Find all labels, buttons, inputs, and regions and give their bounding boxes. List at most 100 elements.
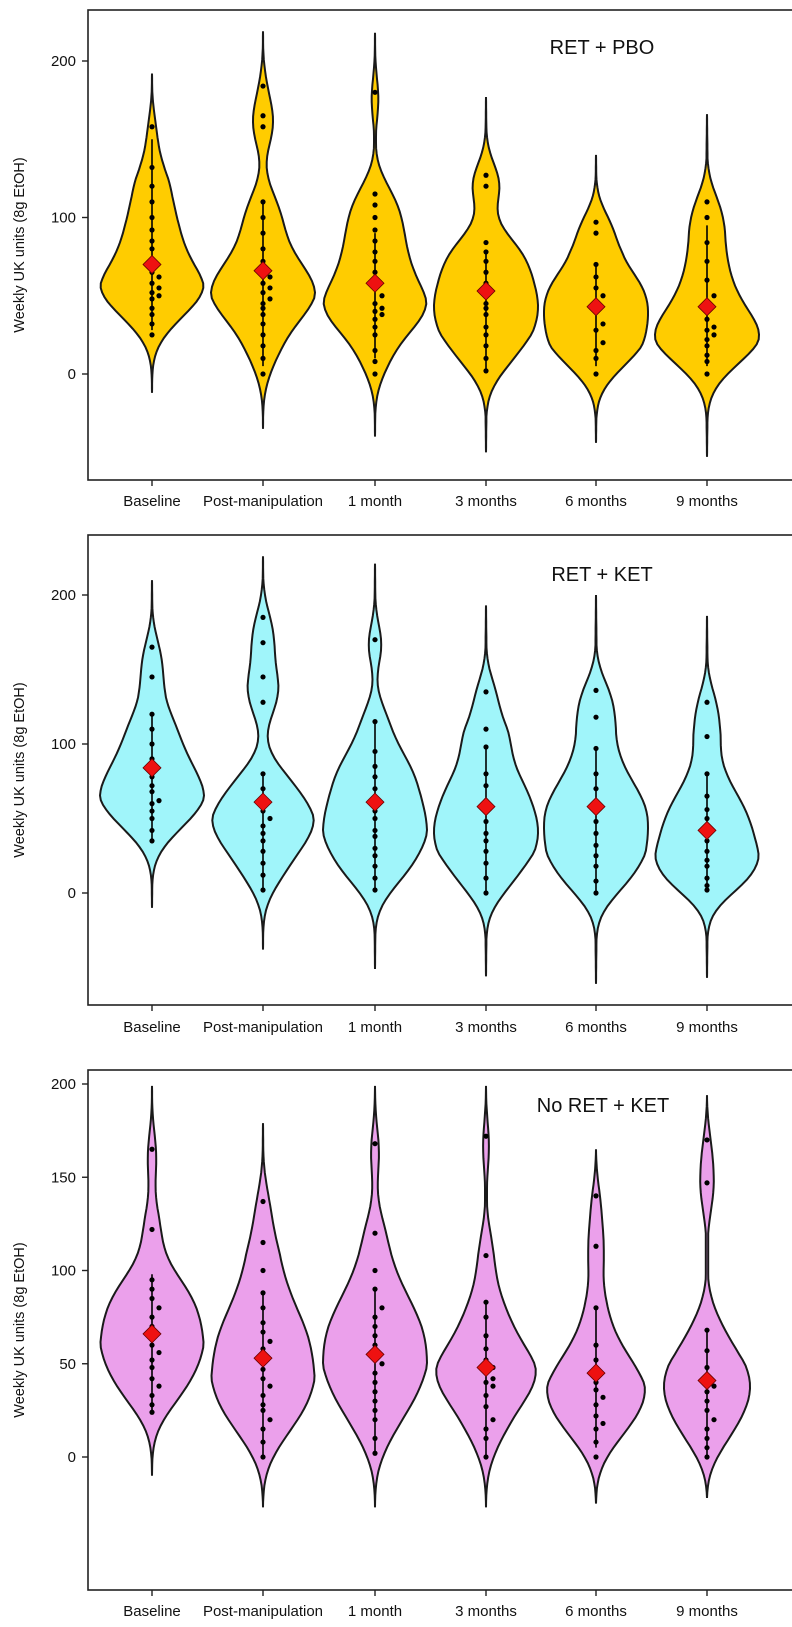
data-point [593, 830, 599, 837]
data-point [260, 1376, 266, 1382]
data-point [260, 124, 266, 130]
data-point [156, 274, 162, 280]
x-tick-label: 6 months [565, 1019, 627, 1036]
data-point [711, 332, 717, 338]
mean-marker [697, 297, 717, 317]
data-point [593, 261, 599, 268]
mean-marker [365, 1344, 385, 1364]
data-point [267, 1417, 273, 1423]
data-point [149, 296, 155, 302]
data-point [260, 1439, 266, 1445]
data-point [483, 1379, 489, 1385]
data-point [260, 1454, 266, 1460]
data-point [372, 371, 378, 377]
data-point [372, 1450, 378, 1456]
data-point [593, 878, 599, 884]
data-point [600, 293, 606, 299]
plot-frame [87, 534, 792, 1006]
data-point [704, 214, 710, 221]
data-point [593, 818, 599, 825]
data-point [483, 783, 489, 789]
data-point [483, 689, 489, 695]
data-point [593, 1413, 599, 1419]
data-point [149, 808, 155, 814]
data-point [372, 786, 378, 792]
data-point [149, 124, 155, 130]
data-point [600, 321, 606, 327]
data-point [704, 1348, 710, 1354]
x-tick-label: 6 months [565, 493, 627, 510]
data-point [483, 1346, 489, 1352]
data-point [372, 1407, 378, 1413]
data-point [149, 1364, 155, 1371]
violin-shape [211, 556, 315, 950]
data-point [593, 853, 599, 859]
data-point [704, 316, 710, 322]
data-point [704, 1398, 710, 1404]
y-axis-label: Weekly UK units (8g EtOH) [12, 682, 28, 857]
mean-marker [476, 281, 496, 301]
data-point [372, 300, 378, 307]
x-tick-label: Post-manipulation [203, 1603, 323, 1620]
data-point [483, 830, 489, 837]
data-point [372, 238, 378, 244]
data-point [372, 833, 378, 839]
x-tick-label: Baseline [123, 1603, 181, 1620]
violin-group [432, 605, 540, 977]
data-point [156, 293, 162, 299]
x-tick-label: 3 months [455, 1603, 517, 1620]
data-point [593, 1342, 599, 1348]
data-point [593, 371, 599, 377]
data-point [372, 853, 378, 859]
data-point [593, 355, 599, 361]
mean-marker [586, 1363, 606, 1383]
data-point [260, 300, 266, 307]
data-point [704, 258, 710, 264]
x-tick-label: 1 month [348, 1019, 402, 1036]
data-point [149, 801, 155, 807]
data-point [593, 863, 599, 869]
data-point [704, 371, 710, 377]
data-point [704, 1389, 710, 1395]
y-axis: 0 100 200 [51, 53, 88, 383]
data-point [704, 699, 710, 705]
data-point [260, 1267, 266, 1274]
data-point [260, 113, 266, 119]
data-point [483, 172, 489, 178]
data-point [483, 311, 489, 318]
data-point [149, 290, 155, 296]
data-point [260, 355, 266, 361]
data-point [260, 674, 266, 680]
data-point [149, 1146, 155, 1152]
data-point [711, 324, 717, 330]
y-axis-label: Weekly UK units (8g EtOH) [12, 1242, 28, 1417]
data-point [260, 1392, 266, 1399]
data-point [704, 838, 710, 844]
data-point [149, 838, 155, 844]
data-point [483, 744, 489, 750]
y-tick-label: 200 [51, 587, 76, 604]
data-point [704, 1445, 710, 1451]
y-axis: 0 50 100 150 200 [51, 1076, 88, 1466]
plot-frame [87, 1069, 792, 1591]
data-point [704, 343, 710, 349]
data-point [149, 789, 155, 795]
data-point [483, 355, 489, 361]
data-point [483, 332, 489, 338]
data-point [600, 1394, 606, 1400]
data-point [267, 1338, 273, 1344]
y-tick-label: 200 [51, 53, 76, 70]
data-point [483, 258, 489, 264]
data-point [593, 219, 599, 225]
violin-group [209, 31, 317, 429]
data-point [372, 324, 378, 330]
data-point [372, 637, 378, 643]
data-point [149, 280, 155, 286]
data-point [483, 875, 489, 881]
data-point [704, 848, 710, 854]
data-point [483, 890, 489, 896]
data-point [593, 285, 599, 291]
data-point [483, 1392, 489, 1399]
data-point [704, 358, 710, 365]
data-point [260, 838, 266, 844]
